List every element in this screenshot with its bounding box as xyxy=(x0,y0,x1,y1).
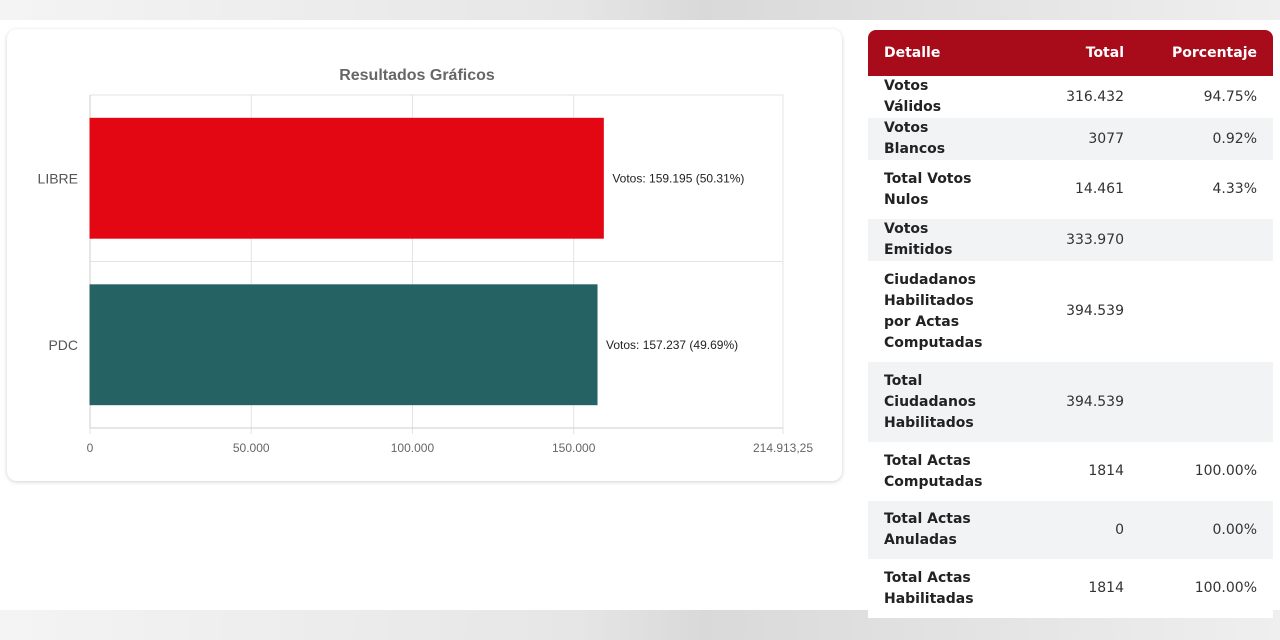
row-total: 1814 xyxy=(1006,559,1140,618)
row-percentage xyxy=(1140,261,1273,362)
category-label: LIBRE xyxy=(38,170,78,186)
x-tick-label: 50.000 xyxy=(233,441,270,455)
x-tick-label: 214.913,25 xyxy=(753,441,813,455)
results-bar-chart: 0 50.000 100.000 150.000 214.913,25 LIBRE Voto… xyxy=(38,67,814,455)
row-label: Total Votos Nulos xyxy=(868,160,1006,219)
row-label: Total Ciudadanos Habilitados xyxy=(868,362,1006,442)
row-percentage xyxy=(1140,362,1273,442)
row-total: 14.461 xyxy=(1006,160,1140,219)
row-total: 316.432 xyxy=(1006,76,1140,118)
row-total: 1814 xyxy=(1006,442,1140,501)
row-total: 394.539 xyxy=(1006,362,1140,442)
bar-libre xyxy=(89,117,604,239)
row-total: 333.970 xyxy=(1006,219,1140,261)
row-label: Total Actas Habilitadas xyxy=(868,559,1006,618)
row-label: Votos Emitidos xyxy=(868,219,1006,261)
row-percentage: 4.33% xyxy=(1140,160,1273,219)
x-tick-label: 150.000 xyxy=(552,441,596,455)
category-label: PDC xyxy=(48,337,78,353)
row-percentage: 94.75% xyxy=(1140,76,1273,118)
row-percentage: 0.00% xyxy=(1140,501,1273,559)
table-row: Total Ciudadanos Habilitados 394.539 xyxy=(868,362,1273,442)
chart-title: Resultados Gráficos xyxy=(339,67,495,84)
row-percentage: 0.92% xyxy=(1140,118,1273,160)
row-label: Total Actas Computadas xyxy=(868,442,1006,501)
row-label: Votos Válidos xyxy=(868,76,1006,118)
table-row: Total Actas Habilitadas 1814 100.00% xyxy=(868,559,1273,618)
header-total: Total xyxy=(1006,30,1140,76)
table-row: Ciudadanos Habilitados por Actas Computa… xyxy=(868,261,1273,362)
table-row: Votos Blancos 3077 0.92% xyxy=(868,118,1273,160)
table-row: Votos Emitidos 333.970 xyxy=(868,219,1273,261)
chart-card: 0 50.000 100.000 150.000 214.913,25 LIBRE Voto… xyxy=(7,29,842,481)
table-row: Total Actas Anuladas 0 0.00% xyxy=(868,501,1273,559)
table-header-row: Detalle Total Porcentaje xyxy=(868,30,1273,76)
row-label: Total Actas Anuladas xyxy=(868,501,1006,559)
table-row: Total Actas Computadas 1814 100.00% xyxy=(868,442,1273,501)
row-label: Ciudadanos Habilitados por Actas Computa… xyxy=(868,261,1006,362)
results-page: 0 50.000 100.000 150.000 214.913,25 LIBRE Voto… xyxy=(0,20,1280,618)
row-total: 394.539 xyxy=(1006,261,1140,362)
row-percentage: 100.00% xyxy=(1140,442,1273,501)
x-tick-label: 100.000 xyxy=(391,441,435,455)
header-porcentaje: Porcentaje xyxy=(1140,30,1273,76)
x-tick-label: 0 xyxy=(87,441,94,455)
bar-data-label: Votos: 157.237 (49.69%) xyxy=(606,338,738,352)
row-percentage xyxy=(1140,219,1273,261)
row-percentage: 100.00% xyxy=(1140,559,1273,618)
bar-pdc xyxy=(89,284,598,406)
row-total: 3077 xyxy=(1006,118,1140,160)
row-label: Votos Blancos xyxy=(868,118,1006,160)
table-row: Votos Válidos 316.432 94.75% xyxy=(868,76,1273,118)
results-table: Detalle Total Porcentaje Votos Válidos 3… xyxy=(868,30,1273,618)
row-total: 0 xyxy=(1006,501,1140,559)
header-detalle: Detalle xyxy=(868,30,1006,76)
bar-data-label: Votos: 159.195 (50.31%) xyxy=(612,171,744,185)
table-row: Total Votos Nulos 14.461 4.33% xyxy=(868,160,1273,219)
